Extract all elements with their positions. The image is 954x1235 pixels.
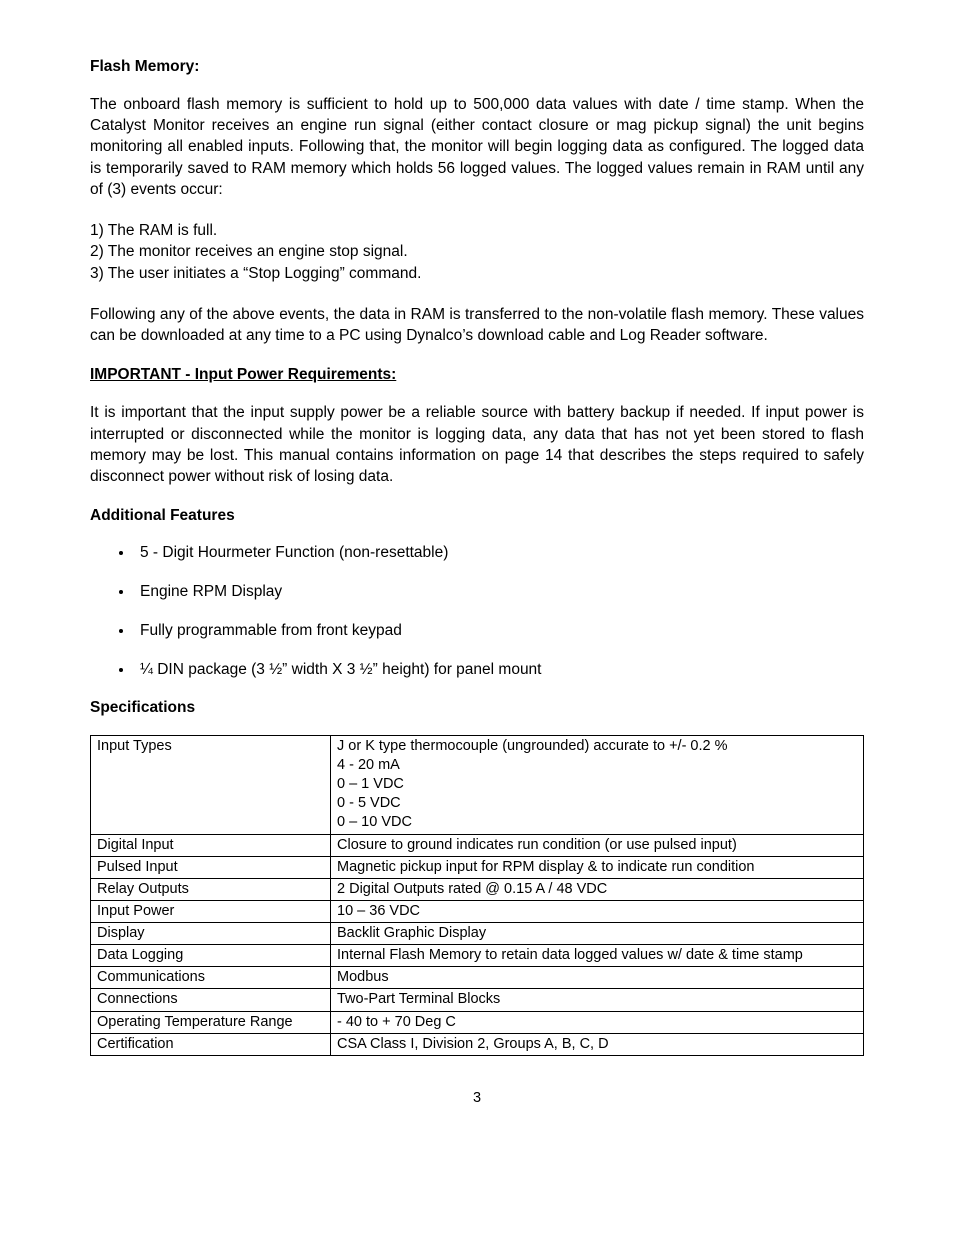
spec-label: Digital Input [91, 834, 331, 856]
spec-value: J or K type thermocouple (ungrounded) ac… [331, 735, 864, 834]
flash-memory-para2: Following any of the above events, the d… [90, 304, 864, 346]
important-heading: IMPORTANT - Input Power Requirements: [90, 366, 864, 384]
spec-value: Two-Part Terminal Blocks [331, 989, 864, 1011]
spec-value: Internal Flash Memory to retain data log… [331, 945, 864, 967]
table-row: Certification CSA Class I, Division 2, G… [91, 1033, 864, 1055]
table-row: Relay Outputs 2 Digital Outputs rated @ … [91, 878, 864, 900]
spec-label: Communications [91, 967, 331, 989]
specifications-heading: Specifications [90, 699, 864, 717]
spec-value: Closure to ground indicates run conditio… [331, 834, 864, 856]
spec-label: Operating Temperature Range [91, 1011, 331, 1033]
flash-memory-heading: Flash Memory: [90, 58, 864, 76]
spec-label: Input Power [91, 900, 331, 922]
important-para: It is important that the input supply po… [90, 402, 864, 487]
table-row: Pulsed Input Magnetic pickup input for R… [91, 856, 864, 878]
spec-label: Input Types [91, 735, 331, 834]
spec-label: Certification [91, 1033, 331, 1055]
list-item: Fully programmable from front keypad [134, 621, 864, 642]
spec-value: 10 – 36 VDC [331, 900, 864, 922]
page-number: 3 [90, 1090, 864, 1106]
table-row: Input Types J or K type thermocouple (un… [91, 735, 864, 834]
additional-features-list: 5 - Digit Hourmeter Function (non-resett… [90, 543, 864, 681]
spec-label: Data Logging [91, 945, 331, 967]
spec-label: Pulsed Input [91, 856, 331, 878]
list-item: ¼ DIN package (3 ½” width X 3 ½” height)… [134, 660, 864, 681]
spec-value: - 40 to + 70 Deg C [331, 1011, 864, 1033]
table-row: Data Logging Internal Flash Memory to re… [91, 945, 864, 967]
spec-value: Backlit Graphic Display [331, 923, 864, 945]
spec-value: Magnetic pickup input for RPM display & … [331, 856, 864, 878]
list-item: Engine RPM Display [134, 582, 864, 603]
spec-label: Display [91, 923, 331, 945]
flash-memory-para1: The onboard flash memory is sufficient t… [90, 94, 864, 200]
flash-memory-list: 1) The RAM is full. 2) The monitor recei… [90, 220, 864, 284]
additional-features-heading: Additional Features [90, 507, 864, 525]
spec-value: 2 Digital Outputs rated @ 0.15 A / 48 VD… [331, 878, 864, 900]
table-row: Input Power 10 – 36 VDC [91, 900, 864, 922]
list-item: 5 - Digit Hourmeter Function (non-resett… [134, 543, 864, 564]
table-row: Connections Two-Part Terminal Blocks [91, 989, 864, 1011]
spec-value: CSA Class I, Division 2, Groups A, B, C,… [331, 1033, 864, 1055]
table-row: Operating Temperature Range - 40 to + 70… [91, 1011, 864, 1033]
table-row: Communications Modbus [91, 967, 864, 989]
table-row: Display Backlit Graphic Display [91, 923, 864, 945]
specifications-table: Input Types J or K type thermocouple (un… [90, 735, 864, 1056]
spec-value: Modbus [331, 967, 864, 989]
spec-label: Relay Outputs [91, 878, 331, 900]
table-row: Digital Input Closure to ground indicate… [91, 834, 864, 856]
spec-label: Connections [91, 989, 331, 1011]
